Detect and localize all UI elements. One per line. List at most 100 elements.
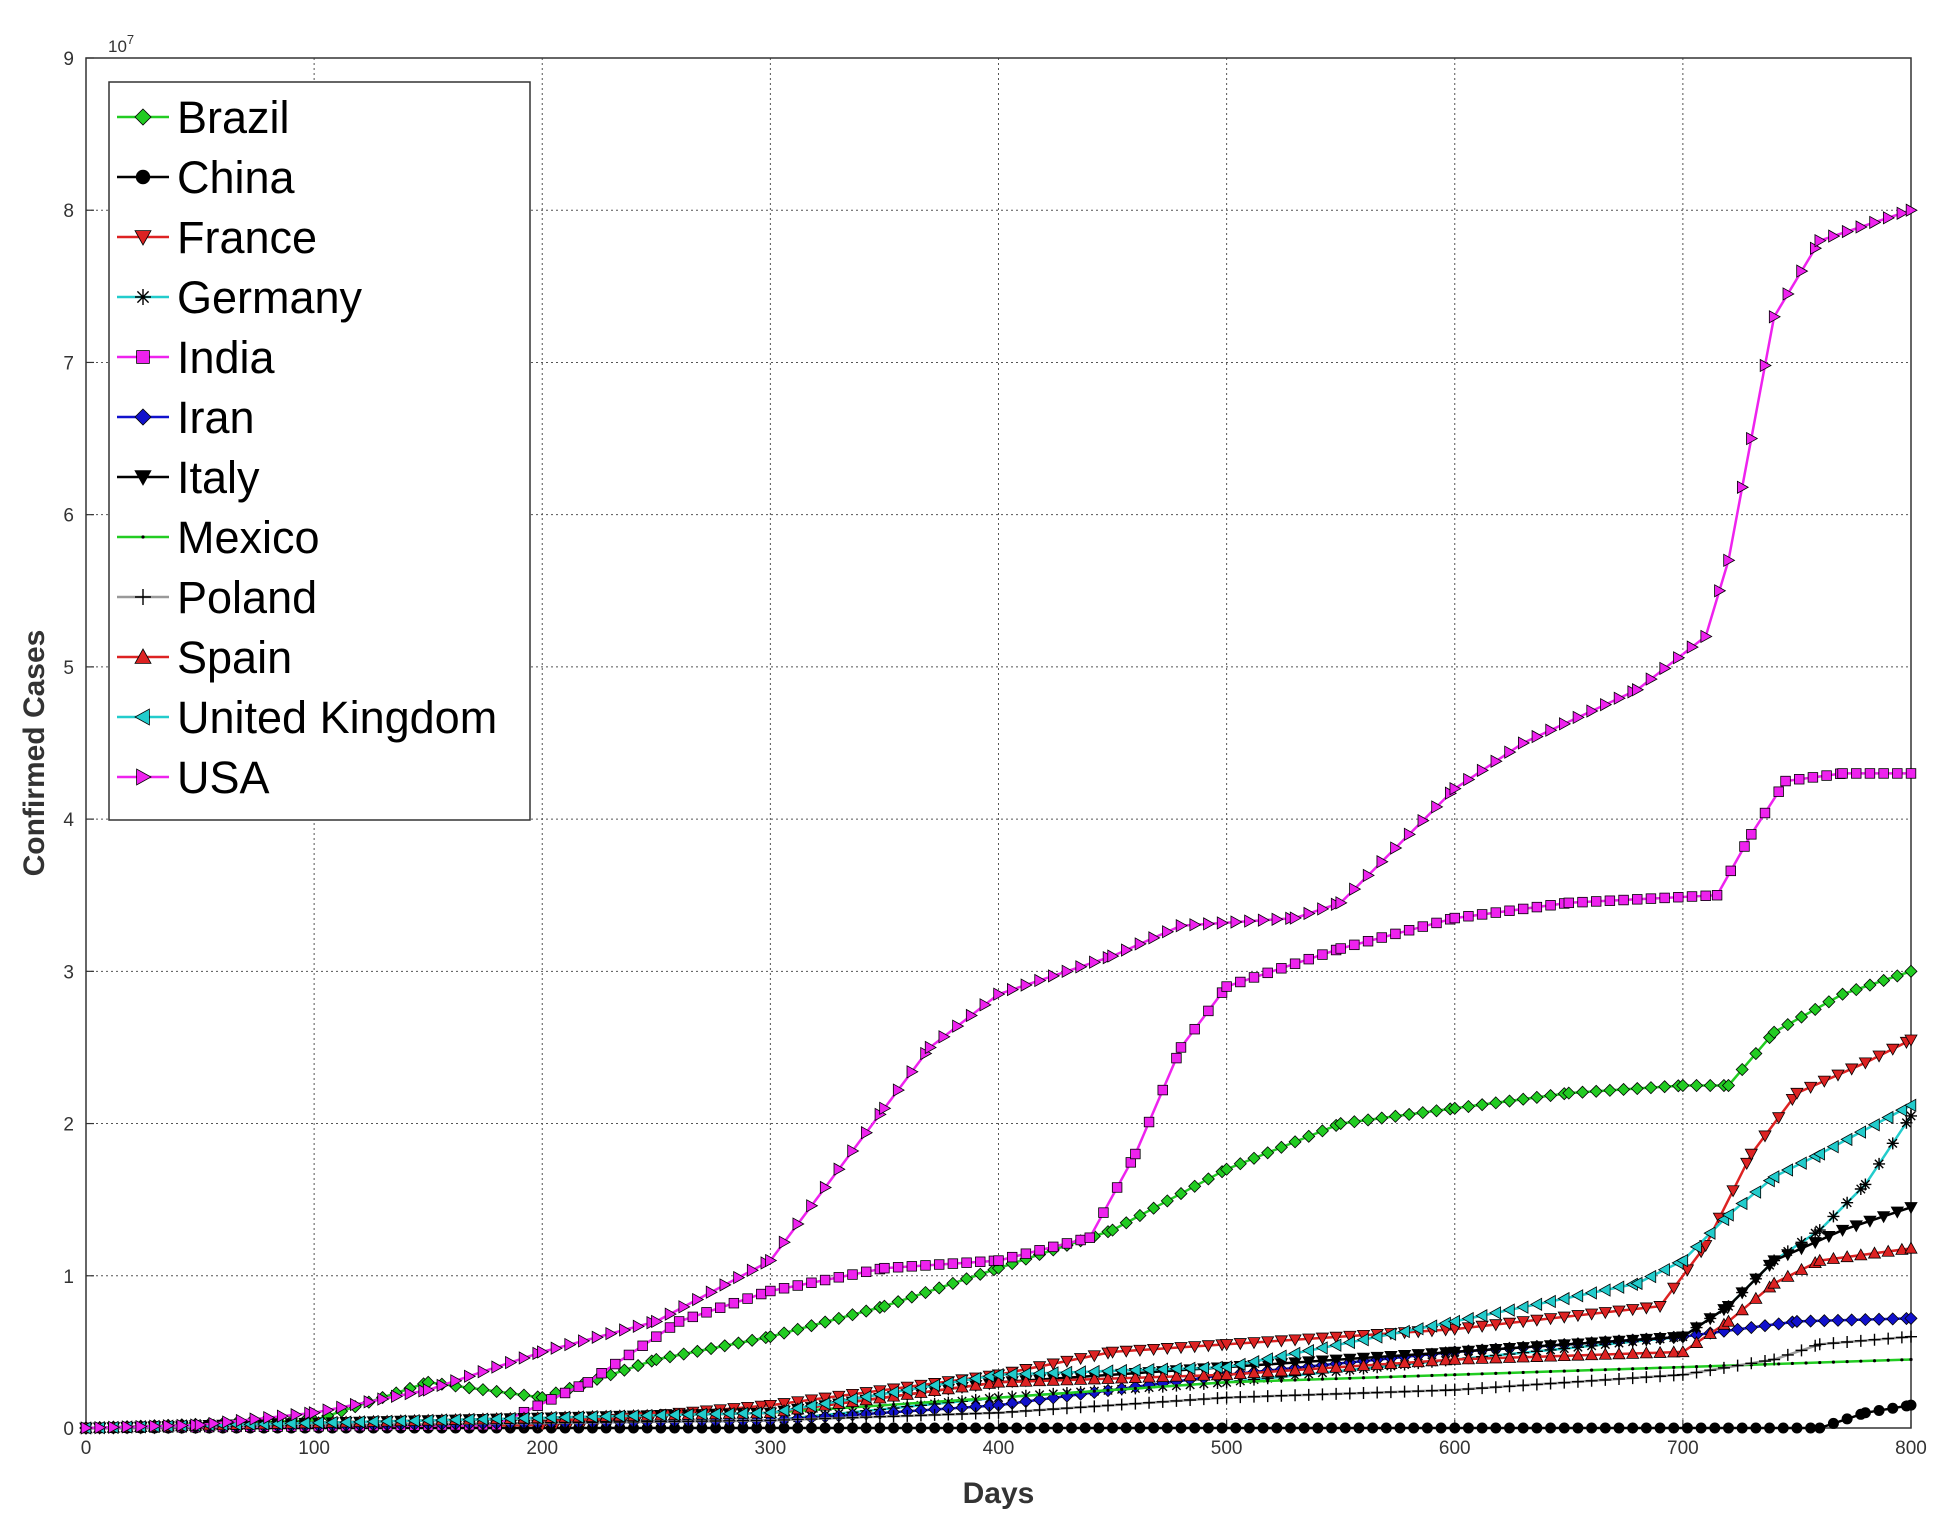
data-point: [1252, 1379, 1256, 1384]
data-point: [1261, 1365, 1275, 1378]
data-point: [1543, 1088, 1558, 1103]
data-point: [1817, 1314, 1831, 1328]
data-point: [1146, 1343, 1161, 1356]
data-point: [1397, 1356, 1412, 1369]
legend-box: [108, 81, 531, 821]
data-point: [942, 1422, 954, 1434]
data-point: [1739, 841, 1750, 852]
data-point: [1216, 916, 1229, 930]
data-point: [1142, 1363, 1155, 1377]
data-point: [1781, 1269, 1795, 1282]
data-point: [1502, 1303, 1515, 1317]
data-point: [1461, 1322, 1476, 1335]
data-point: [1626, 1372, 1639, 1385]
data-point: [833, 1422, 845, 1434]
data-point: [1488, 1306, 1502, 1320]
data-point: [1695, 1422, 1707, 1434]
data-point: [1175, 1422, 1187, 1434]
data-point: [1599, 1373, 1612, 1386]
data-point: [1543, 1294, 1556, 1309]
data-point: [860, 1422, 872, 1434]
data-point: [1174, 1342, 1188, 1355]
data-point: [1644, 1081, 1658, 1095]
data-point: [1429, 1104, 1444, 1118]
data-point: [1531, 1422, 1543, 1434]
data-point: [1339, 1422, 1351, 1434]
data-point: [1449, 912, 1460, 924]
data-point: [1243, 1422, 1255, 1434]
data-point: [532, 1400, 543, 1411]
y-tick-label: 1: [63, 1267, 74, 1288]
data-point: [623, 1349, 635, 1361]
data-point: [983, 1422, 995, 1434]
data-point: [605, 1326, 618, 1341]
data-point: [1502, 1350, 1517, 1363]
data-point: [1659, 892, 1670, 904]
data-point: [1867, 1118, 1880, 1132]
data-point: [1904, 1202, 1918, 1215]
legend-marker: [134, 648, 152, 664]
data-point: [1060, 1402, 1073, 1415]
data-point: [421, 1413, 434, 1428]
data-point: [1794, 1010, 1809, 1024]
data-point: [1584, 1348, 1599, 1361]
legend-marker: [134, 708, 150, 726]
data-point: [249, 1412, 262, 1426]
data-point: [162, 1419, 175, 1433]
data-point: [393, 1414, 407, 1428]
data-point: [571, 1410, 584, 1424]
data-point: [336, 1400, 349, 1414]
y-tick-label: 7: [63, 353, 74, 374]
data-point: [1749, 1273, 1763, 1286]
y-tick-label: 9: [63, 49, 74, 70]
data-point: [956, 1422, 968, 1434]
data-point: [1749, 1185, 1762, 1199]
data-point: [1248, 972, 1260, 983]
data-point: [1235, 976, 1246, 988]
data-point: [1489, 1096, 1503, 1110]
data-point: [1019, 1367, 1032, 1381]
data-point: [1475, 1098, 1489, 1112]
data-point: [1746, 829, 1757, 840]
data-point: [929, 1422, 941, 1434]
data-point: [733, 1270, 746, 1285]
data-point: [791, 1413, 804, 1426]
data-point: [1148, 931, 1161, 945]
data-point: [1895, 1103, 1908, 1117]
x-tick-label: 200: [526, 1438, 558, 1459]
legend-label: Brazil: [177, 92, 290, 143]
data-point: [819, 1412, 832, 1425]
data-point: [1303, 906, 1316, 921]
data-point: [1303, 953, 1314, 965]
data-point: [1494, 1371, 1498, 1375]
data-point: [1203, 1005, 1214, 1017]
data-point: [1384, 1327, 1397, 1341]
data-point: [1475, 1344, 1489, 1357]
data-point: [906, 1065, 919, 1079]
data-point: [991, 1368, 1004, 1382]
data-point: [1617, 1367, 1621, 1371]
y-exponent-power: 7: [127, 32, 134, 47]
data-point: [1197, 1368, 1211, 1381]
data-point: [1490, 907, 1502, 918]
legend-marker: [135, 589, 151, 605]
data-point: [1543, 1313, 1558, 1326]
data-point: [1673, 651, 1686, 665]
data-point: [1425, 1384, 1438, 1397]
data-point: [1667, 1282, 1681, 1295]
data-point: [1658, 1080, 1672, 1094]
data-point: [1886, 1312, 1900, 1326]
data-point: [905, 1290, 919, 1304]
data-point: [1572, 1422, 1584, 1434]
data-point: [1203, 917, 1216, 931]
data-point: [1689, 1240, 1702, 1254]
data-point: [1543, 1349, 1558, 1362]
data-point: [1613, 1372, 1625, 1385]
data-point: [610, 1358, 621, 1370]
data-point: [1330, 1387, 1343, 1400]
data-point: [1183, 1361, 1196, 1376]
data-point: [1133, 1386, 1137, 1391]
data-point: [1274, 1140, 1288, 1154]
data-point: [1384, 1356, 1398, 1369]
data-point: [778, 1235, 791, 1249]
